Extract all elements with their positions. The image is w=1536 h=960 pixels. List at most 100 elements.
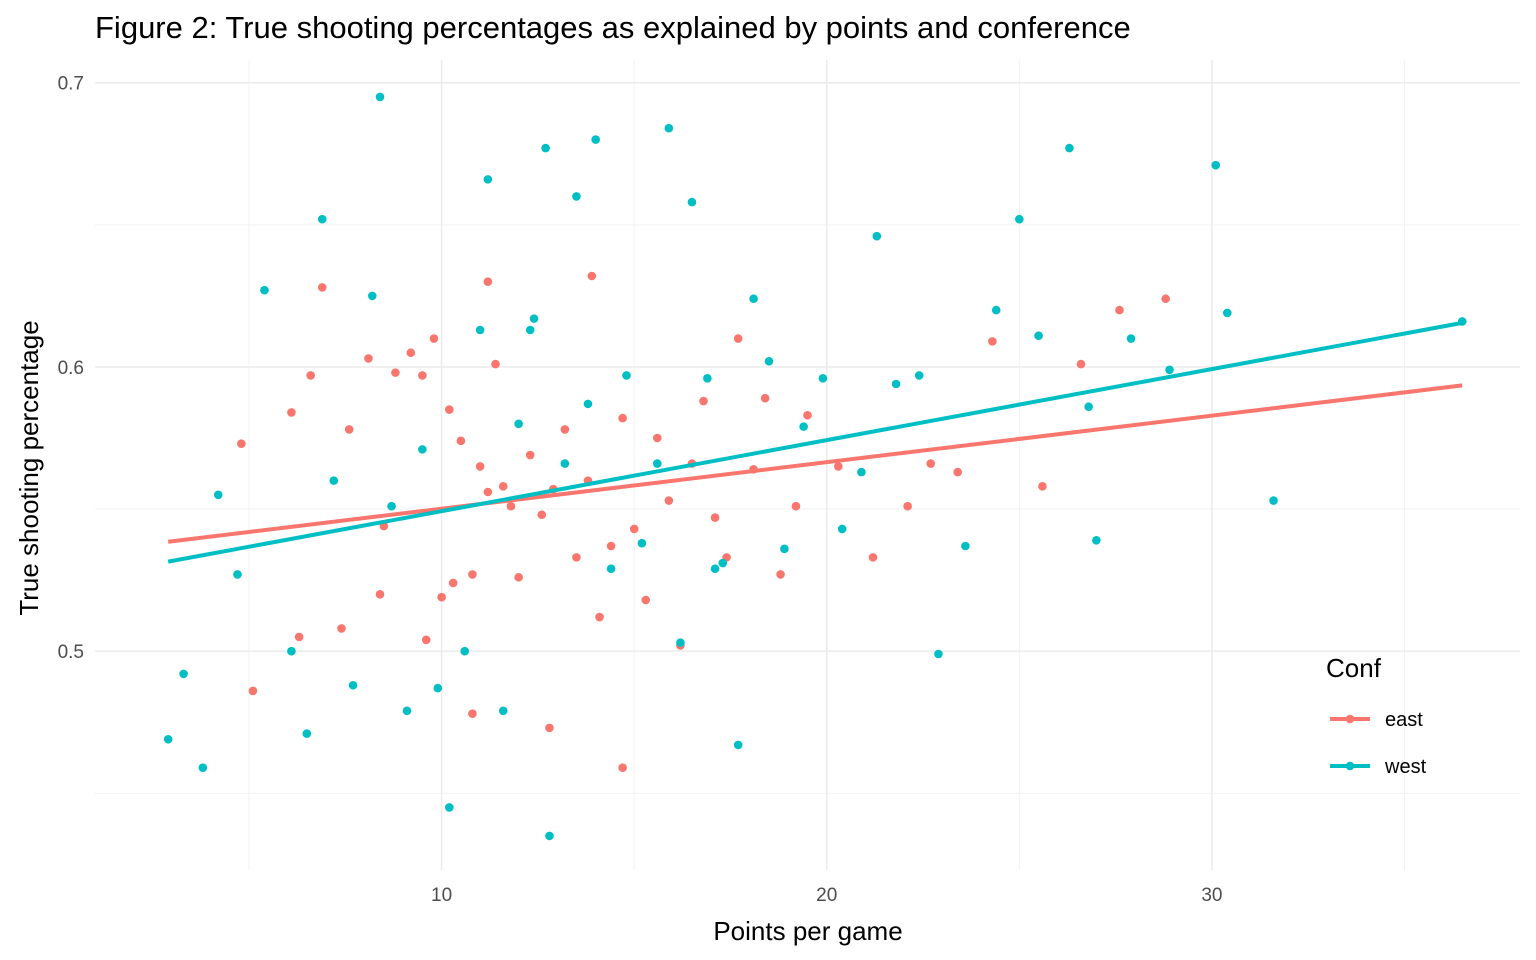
point-east <box>587 271 597 281</box>
point-west <box>687 197 697 207</box>
point-west <box>498 706 508 716</box>
point-west <box>198 763 208 772</box>
point-west <box>179 669 188 679</box>
point-east <box>429 334 439 343</box>
point-east <box>468 709 477 718</box>
point-east <box>545 723 554 733</box>
point-west <box>163 734 173 744</box>
point-east <box>344 425 354 434</box>
point-east <box>391 368 400 377</box>
grid-lines <box>95 60 1520 870</box>
point-west <box>749 294 758 304</box>
point-west <box>367 291 377 301</box>
point-east <box>606 541 616 551</box>
point-west <box>375 92 385 102</box>
point-west <box>664 123 674 133</box>
y-tick-label: 0.5 <box>58 642 84 663</box>
chart-title: Figure 2: True shooting percentages as e… <box>95 10 1131 45</box>
point-east <box>664 496 674 505</box>
point-east <box>491 359 500 369</box>
point-west <box>483 175 493 184</box>
point-east <box>791 501 801 511</box>
point-east <box>834 462 843 471</box>
point-east <box>445 405 454 414</box>
y-tick-label: 0.6 <box>58 358 84 379</box>
point-west <box>961 541 970 551</box>
point-west <box>780 544 789 554</box>
point-west <box>606 564 616 574</box>
point-west <box>529 314 539 323</box>
point-west <box>622 371 631 380</box>
point-east <box>595 612 604 622</box>
point-west <box>891 379 901 389</box>
point-east <box>317 283 327 292</box>
x-tick-label: 10 <box>431 885 452 906</box>
trend-lines <box>167 320 1463 564</box>
point-west <box>213 490 223 500</box>
point-east <box>1038 482 1047 491</box>
point-east <box>294 632 304 642</box>
point-west <box>1084 402 1093 412</box>
point-west <box>914 371 924 380</box>
point-west <box>387 501 396 511</box>
point-west <box>560 459 570 468</box>
point-west <box>475 325 485 335</box>
legend-key-point-west <box>1345 761 1355 771</box>
legend-title: Conf <box>1326 653 1382 683</box>
point-west <box>1269 496 1278 505</box>
point-west <box>302 729 312 738</box>
point-west <box>433 683 443 693</box>
point-west <box>991 305 1001 315</box>
point-west <box>445 803 454 812</box>
point-west <box>1015 214 1024 224</box>
point-east <box>629 524 639 534</box>
point-east <box>868 553 878 562</box>
x-tick-label: 20 <box>816 885 837 906</box>
point-east <box>618 763 627 772</box>
point-west <box>676 638 685 647</box>
point-east <box>483 277 493 286</box>
point-east <box>306 371 315 380</box>
point-west <box>1165 365 1174 375</box>
point-east <box>803 410 812 420</box>
point-west <box>733 740 743 750</box>
point-east <box>287 408 296 417</box>
point-west <box>1065 143 1074 153</box>
y-tick-label: 0.7 <box>58 74 84 95</box>
point-west <box>233 570 242 579</box>
point-west <box>348 680 358 690</box>
legend-label-east: east <box>1385 709 1423 731</box>
point-west <box>703 374 712 383</box>
y-axis-label: True shooting percentage <box>14 320 44 615</box>
legend-key-point-east <box>1345 714 1355 724</box>
point-west <box>583 399 593 409</box>
point-east <box>1076 359 1086 369</box>
point-east <box>760 393 770 403</box>
point-east <box>375 590 385 599</box>
tick-labels: 10 20 30 0.5 0.6 0.7 <box>58 74 1223 906</box>
point-west <box>1211 160 1221 170</box>
point-west <box>514 419 523 429</box>
point-east <box>506 501 516 511</box>
point-west <box>541 143 550 153</box>
point-west <box>718 558 728 568</box>
point-west <box>1092 536 1101 545</box>
point-east <box>475 462 485 471</box>
point-east <box>641 595 651 605</box>
x-tick-label: 30 <box>1201 885 1222 906</box>
point-west <box>329 476 339 485</box>
point-east <box>498 482 508 491</box>
legend: Conf east west <box>1326 653 1427 778</box>
point-west <box>572 192 581 201</box>
point-east <box>364 354 373 363</box>
point-east <box>699 396 708 406</box>
point-west <box>872 231 882 241</box>
point-east <box>237 439 246 448</box>
point-west <box>857 467 866 477</box>
point-east <box>652 433 662 443</box>
point-west <box>402 706 412 716</box>
point-west <box>525 325 535 335</box>
point-west <box>934 649 943 659</box>
point-east <box>776 570 785 579</box>
